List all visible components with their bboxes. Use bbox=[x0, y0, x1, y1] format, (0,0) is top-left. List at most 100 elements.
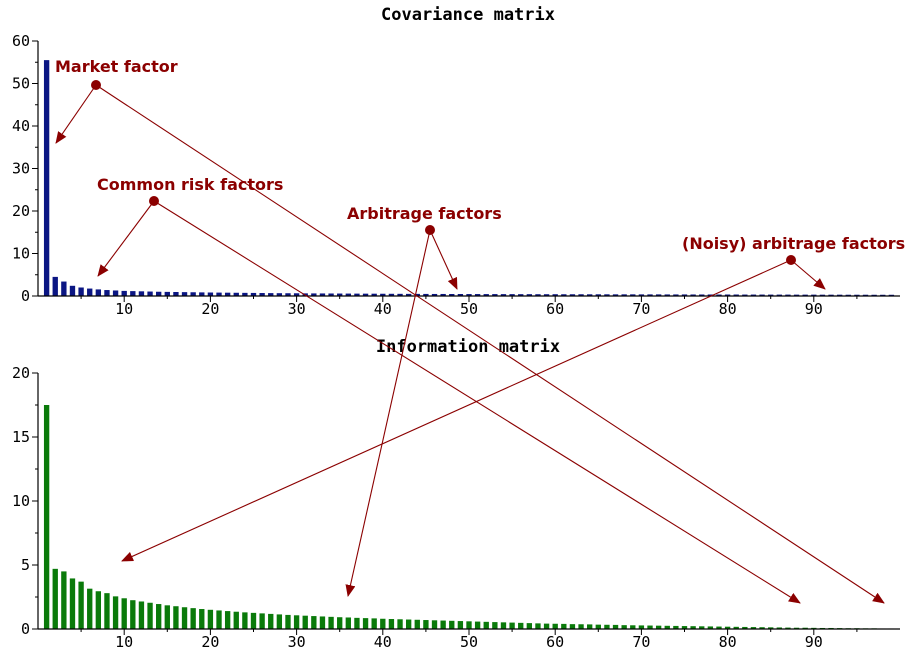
bar bbox=[87, 288, 93, 296]
market-factor-label: Market factor bbox=[55, 57, 178, 76]
bar bbox=[828, 294, 834, 296]
bar bbox=[509, 294, 515, 296]
bar bbox=[405, 619, 412, 629]
bar bbox=[61, 281, 67, 296]
annotation-labels: Market factor Common risk factors Arbitr… bbox=[55, 57, 905, 253]
bar bbox=[69, 285, 76, 296]
arbitrage-arrow-to-top-tail bbox=[429, 229, 458, 290]
bar bbox=[328, 293, 334, 296]
bar bbox=[69, 578, 76, 629]
bar bbox=[431, 293, 438, 296]
bar bbox=[285, 614, 291, 629]
bar bbox=[500, 622, 507, 629]
bar bbox=[768, 294, 774, 296]
bar bbox=[302, 615, 308, 629]
bar bbox=[199, 292, 205, 296]
bar bbox=[112, 290, 119, 296]
bar bbox=[362, 618, 369, 629]
bar bbox=[138, 291, 145, 296]
bar bbox=[466, 294, 472, 296]
bar bbox=[595, 624, 601, 629]
bar bbox=[285, 293, 291, 296]
bar bbox=[630, 294, 636, 296]
bar bbox=[612, 294, 619, 296]
bar bbox=[793, 294, 800, 296]
covariance-chart: Covariance matrix 0 10 20 30 40 50 60 10 20 30 40 5… bbox=[12, 5, 900, 318]
bar bbox=[431, 620, 438, 629]
bar bbox=[61, 571, 67, 629]
bar bbox=[199, 609, 205, 629]
bar bbox=[647, 294, 653, 296]
bar bbox=[871, 294, 877, 296]
noisy-dot bbox=[786, 255, 796, 265]
bar bbox=[121, 290, 127, 296]
bar bbox=[164, 605, 170, 629]
bar bbox=[742, 626, 748, 629]
bar bbox=[397, 293, 403, 296]
bar bbox=[681, 294, 688, 296]
x-tick-label: 50 bbox=[460, 300, 478, 318]
bar bbox=[43, 60, 50, 297]
x-tick-label: 50 bbox=[460, 633, 478, 649]
bar bbox=[440, 293, 446, 296]
bar bbox=[483, 621, 489, 629]
arbitrage-dot bbox=[425, 225, 435, 235]
bar bbox=[759, 627, 765, 629]
bar bbox=[638, 294, 645, 296]
x-tick-label: 20 bbox=[201, 300, 219, 318]
bar bbox=[337, 293, 343, 296]
bar bbox=[526, 294, 533, 296]
bar bbox=[414, 293, 420, 297]
noisy-arrow-to-info-head bbox=[121, 259, 792, 562]
bar bbox=[638, 625, 645, 629]
bar bbox=[750, 294, 757, 296]
bar bbox=[311, 293, 317, 296]
bar bbox=[811, 294, 817, 296]
bar bbox=[207, 609, 214, 629]
y-tick-label: 40 bbox=[12, 117, 30, 135]
bar bbox=[630, 625, 636, 629]
bar bbox=[716, 294, 722, 296]
bar bbox=[621, 625, 627, 629]
bar bbox=[621, 294, 627, 296]
bar bbox=[112, 596, 119, 629]
bar bbox=[578, 294, 584, 296]
bar bbox=[233, 611, 239, 629]
x-tick-label: 40 bbox=[374, 633, 392, 649]
bar bbox=[699, 626, 705, 629]
y-tick-label: 10 bbox=[12, 245, 30, 263]
bar bbox=[552, 294, 558, 296]
bar bbox=[95, 289, 102, 296]
bar bbox=[319, 293, 326, 296]
bar bbox=[655, 294, 662, 296]
x-tick-label: 60 bbox=[546, 300, 564, 318]
market-dot bbox=[91, 80, 101, 90]
x-tick-label: 10 bbox=[115, 633, 133, 649]
bar bbox=[595, 294, 601, 296]
bar bbox=[587, 294, 593, 296]
bar bbox=[535, 623, 541, 629]
bar bbox=[181, 292, 188, 296]
bar bbox=[793, 627, 800, 629]
bar bbox=[371, 293, 377, 296]
bar bbox=[483, 294, 489, 296]
bar bbox=[578, 624, 584, 629]
bar bbox=[156, 291, 162, 296]
bar bbox=[802, 627, 808, 629]
bar bbox=[268, 293, 274, 296]
noisy-arbitrage-factors-label: (Noisy) arbitrage factors bbox=[682, 234, 905, 253]
bar bbox=[405, 293, 412, 297]
arbitrage-arrow-to-info-bars bbox=[345, 229, 431, 597]
bar bbox=[224, 611, 231, 629]
covariance-title: Covariance matrix bbox=[381, 5, 555, 25]
common-dot bbox=[149, 196, 159, 206]
bar bbox=[78, 581, 84, 629]
bar bbox=[147, 602, 153, 629]
bar bbox=[733, 626, 739, 629]
bar bbox=[173, 292, 179, 296]
bar bbox=[52, 276, 58, 297]
bar bbox=[690, 626, 696, 629]
bar bbox=[768, 627, 774, 629]
bar bbox=[681, 626, 688, 629]
covariance-axes: 0 10 20 30 40 50 60 10 20 30 40 50 60 70 80 90 bbox=[12, 32, 900, 318]
